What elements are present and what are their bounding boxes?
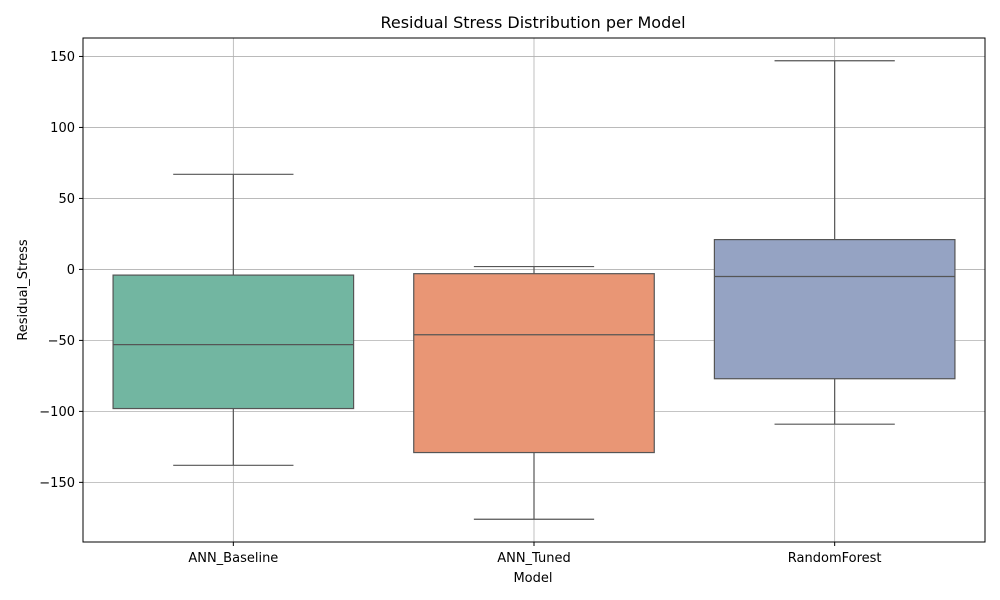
y-tick-label: −50 (48, 334, 75, 349)
iqr-box (112, 274, 355, 410)
box-group (413, 265, 655, 520)
box-group (112, 173, 355, 466)
box-group (713, 60, 956, 425)
box-layer (112, 60, 956, 520)
tick-layer: 150 100 50 0 −50 −100 −150 ANN_Baseline ANN_Tune… (39, 50, 881, 566)
y-tick-label: −100 (39, 405, 75, 420)
x-axis-label: Model (513, 571, 552, 586)
chart-title: Residual Stress Distribution per Model (380, 13, 685, 32)
x-tick-label: ANN_Tuned (497, 551, 571, 566)
y-tick-label: 150 (50, 50, 75, 65)
x-tick-label: RandomForest (788, 551, 882, 566)
x-tick-label: ANN_Baseline (188, 551, 278, 566)
y-tick-label: −150 (39, 476, 75, 491)
y-tick-label: 100 (50, 121, 75, 136)
y-tick-label: 50 (58, 192, 75, 207)
y-axis-label: Residual_Stress (16, 239, 31, 341)
y-tick-label: 0 (67, 263, 75, 278)
iqr-box (413, 273, 655, 454)
iqr-box (713, 239, 956, 380)
